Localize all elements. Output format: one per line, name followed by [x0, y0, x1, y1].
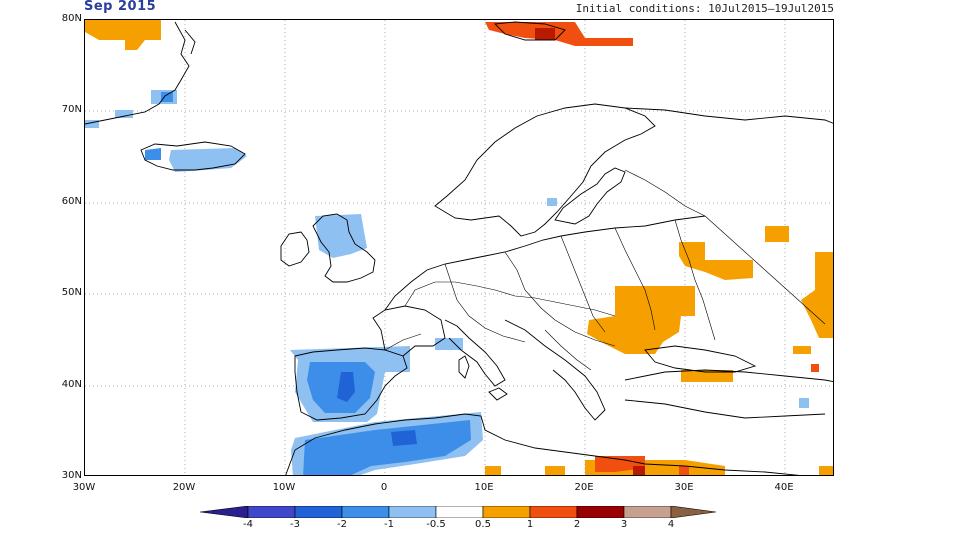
anomaly-greenland-warm: [85, 20, 161, 50]
colorbar-arrow-right: [670, 506, 716, 518]
lon-label-10w: 10W: [272, 482, 296, 493]
lon-label-40e: 40E: [774, 482, 794, 493]
anomaly-novaya-zemlya: [485, 22, 633, 46]
anomaly-map: [85, 20, 833, 475]
colorbar-label: -1: [384, 519, 394, 530]
colorbar-label: -2: [337, 519, 347, 530]
graticule: [85, 20, 833, 475]
colorbar: [200, 506, 716, 518]
colorbar-seg-8: [576, 506, 625, 518]
lon-label-10e: 10E: [474, 482, 494, 493]
lat-label-60: 60N: [61, 196, 82, 207]
lat-label-70: 70N: [61, 104, 82, 115]
warm-anomalies: [85, 20, 833, 475]
cold-anomalies: [85, 90, 809, 475]
anomaly-iceland: [169, 148, 247, 172]
colorbar-label: -4: [243, 519, 253, 530]
map-panel: [84, 19, 834, 476]
lat-label-40: 40N: [61, 379, 82, 390]
colorbar-label: -0.5: [426, 519, 446, 530]
colorbar-seg-7: [529, 506, 578, 518]
coastlines: [85, 21, 833, 475]
colorbar-label: 3: [620, 519, 628, 530]
colorbar-seg-5: [435, 506, 484, 518]
colorbar-seg-2: [294, 506, 343, 518]
lat-label-30: 30N: [61, 470, 82, 481]
colorbar-seg-9: [623, 506, 672, 518]
colorbar-label: 2: [573, 519, 581, 530]
anomaly-n-africa-core: [303, 420, 471, 475]
colorbar-label: -3: [290, 519, 300, 530]
colorbar-seg-4: [388, 506, 437, 518]
colorbar-label: 1: [526, 519, 534, 530]
lon-label-0: 0: [380, 482, 388, 493]
anomaly-uk: [315, 214, 367, 258]
lon-label-30e: 30E: [674, 482, 694, 493]
lat-label-80: 80N: [61, 13, 82, 24]
anomaly-e-med: [485, 466, 501, 475]
colorbar-label: 0.5: [475, 519, 491, 530]
map-title: Sep 2015: [84, 0, 157, 14]
lon-label-30w: 30W: [72, 482, 96, 493]
anomaly-russia-east: [801, 252, 833, 338]
colorbar-seg-6: [482, 506, 531, 518]
colorbar-seg-1: [247, 506, 296, 518]
lon-label-20w: 20W: [172, 482, 196, 493]
lat-label-50: 50N: [61, 287, 82, 298]
anomaly-e-europe: [587, 286, 695, 354]
lon-label-20e: 20E: [574, 482, 594, 493]
borders: [384, 169, 826, 371]
colorbar-label: 4: [667, 519, 675, 530]
colorbar-arrow-left: [200, 506, 249, 518]
initial-conditions-label: Initial conditions: 10Jul2015–19Jul2015: [575, 2, 834, 15]
colorbar-seg-3: [341, 506, 390, 518]
anomaly-ukraine: [679, 242, 753, 280]
